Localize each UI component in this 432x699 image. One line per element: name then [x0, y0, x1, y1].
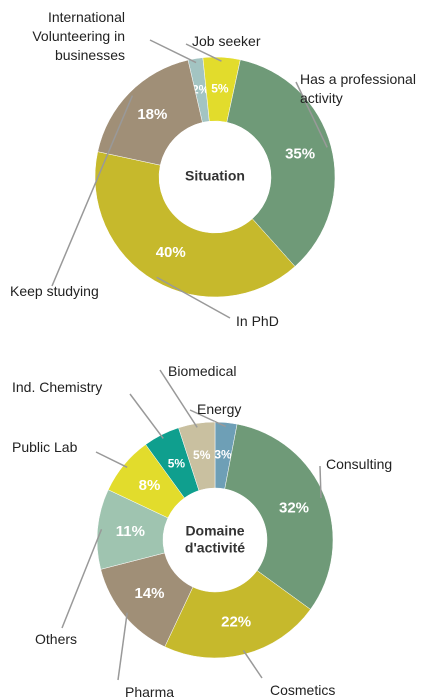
category-label: Biomedical — [168, 363, 237, 379]
category-label: Job seeker — [192, 33, 261, 49]
value-label: 8% — [139, 477, 161, 494]
value-label: 2% — [192, 82, 210, 96]
leader-line — [185, 43, 222, 62]
leader-line — [117, 612, 128, 681]
leader-line — [156, 276, 231, 319]
leader-line — [149, 39, 197, 64]
category-label: Cosmetics — [270, 682, 336, 698]
center-disc — [164, 489, 266, 591]
category-label: Pharma — [125, 684, 175, 699]
value-label: 22% — [221, 613, 251, 630]
center-disc — [160, 122, 270, 232]
value-label: 35% — [285, 145, 315, 162]
donut-slice — [226, 59, 336, 267]
category-label: Energy — [197, 401, 242, 417]
leader-line — [319, 465, 322, 499]
value-label: 11% — [116, 523, 145, 540]
value-label: 5% — [211, 81, 229, 95]
category-label: Public Lab — [12, 439, 78, 455]
value-label: 40% — [156, 244, 186, 261]
donut-slice — [178, 421, 216, 491]
leader-line — [95, 451, 128, 469]
center-title: Domaine d'activité — [185, 522, 245, 555]
category-label: Consulting — [326, 456, 393, 472]
value-label: 3% — [214, 448, 232, 462]
leader-line — [51, 95, 134, 287]
donut-slice — [224, 423, 334, 610]
value-label: 5% — [168, 456, 186, 470]
category-label: International Volunteering in businesses — [32, 9, 125, 63]
leader-line — [242, 649, 263, 679]
leader-line — [189, 409, 227, 428]
category-label: Others — [35, 631, 78, 647]
leader-line — [129, 393, 164, 439]
category-label: Keep studying — [10, 283, 99, 299]
leader-line — [295, 81, 328, 148]
value-label: 5% — [193, 448, 211, 462]
leader-line — [159, 369, 198, 428]
leader-line — [61, 528, 103, 629]
donut-slice — [164, 570, 311, 659]
value-label: 14% — [134, 585, 164, 602]
category-label: In PhD — [236, 313, 279, 329]
donut-slice — [97, 59, 203, 166]
category-label: Ind. Chemistry — [12, 379, 103, 395]
value-label: 18% — [137, 106, 167, 123]
value-label: 32% — [279, 500, 309, 517]
center-title: Situation — [185, 168, 245, 184]
category-label: Has a professional activity — [300, 71, 416, 106]
